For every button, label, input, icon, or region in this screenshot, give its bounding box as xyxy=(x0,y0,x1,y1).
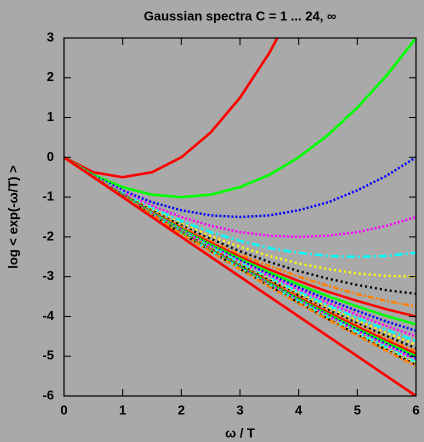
y-tick-label: 2 xyxy=(47,69,54,84)
x-tick-label: 3 xyxy=(236,402,243,417)
series-line xyxy=(64,156,416,396)
y-tick-label: -5 xyxy=(42,348,54,363)
x-tick-label: 5 xyxy=(354,402,361,417)
y-tick-label: -6 xyxy=(42,387,54,402)
series-line xyxy=(64,156,416,295)
series-line xyxy=(64,156,416,258)
x-tick-label: 4 xyxy=(295,402,303,417)
series-line xyxy=(64,156,416,219)
y-tick-label: -3 xyxy=(42,268,54,283)
x-tick-label: 2 xyxy=(178,402,185,417)
chart-title: Gaussian spectra C = 1 ... 24, ∞ xyxy=(144,8,336,23)
x-tick-label: 0 xyxy=(60,402,67,417)
series-line xyxy=(64,156,416,318)
series-line xyxy=(64,38,279,179)
y-tick-label: -4 xyxy=(42,308,54,323)
x-tick-label: 6 xyxy=(412,402,419,417)
x-tick-label: 1 xyxy=(119,402,126,417)
y-tick-label: -1 xyxy=(42,189,54,204)
y-axis-label: log < exp(-ω/T) > xyxy=(5,165,20,269)
y-tick-label: 1 xyxy=(47,109,54,124)
y-tick-label: 3 xyxy=(47,29,54,44)
series-line xyxy=(64,156,416,360)
y-tick-label: -2 xyxy=(42,228,54,243)
y-tick-label: 0 xyxy=(47,149,54,164)
series-line xyxy=(64,38,416,199)
x-axis-label: ω / T xyxy=(225,425,255,440)
series-line xyxy=(64,156,416,239)
plot-area xyxy=(64,38,416,396)
series-line xyxy=(64,156,416,368)
